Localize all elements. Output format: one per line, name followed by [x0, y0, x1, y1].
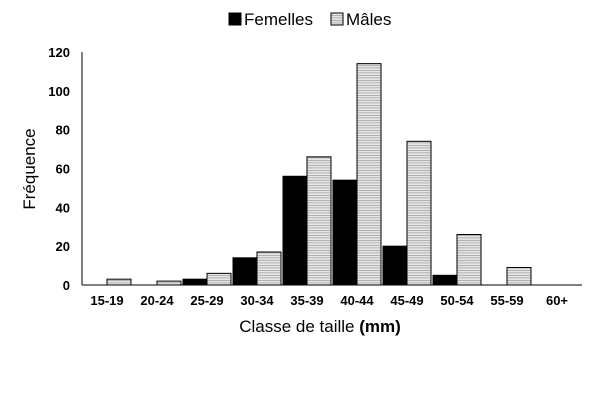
bar-femelles-45-49	[382, 245, 408, 286]
legend-label-femelles: Femelles	[244, 10, 313, 29]
x-axis-title-main: Classe de taille	[239, 317, 359, 336]
bars	[106, 63, 532, 286]
x-tick-label: 25-29	[190, 293, 223, 308]
x-tick-label: 50-54	[440, 293, 474, 308]
y-tick-label: 100	[48, 84, 70, 99]
x-tick-labels: 15-19 20-24 25-29 30-34 35-39 40-44 45-49 50-54…	[90, 293, 568, 308]
legend-swatch-males	[330, 12, 344, 26]
y-tick-labels: 0 20 40 60 80 100 120	[48, 45, 70, 293]
y-axis-title: Fréquence	[20, 128, 39, 209]
legend-label-males: Mâles	[346, 10, 391, 29]
bar-males-35-39	[306, 156, 332, 286]
bar-males-25-29	[206, 272, 232, 286]
bar-males-40-44	[356, 63, 382, 286]
legend-swatch-femelles	[228, 12, 242, 26]
bar-males-20-24	[156, 280, 182, 286]
y-tick-label: 80	[56, 123, 70, 138]
x-tick-label: 45-49	[390, 293, 423, 308]
bar-femelles-40-44	[332, 179, 358, 286]
legend: Femelles Mâles	[228, 10, 391, 29]
bar-males-30-34	[256, 251, 282, 286]
x-tick-label: 40-44	[340, 293, 374, 308]
x-axis-title-unit: (mm)	[359, 317, 401, 336]
bar-femelles-50-54	[432, 274, 458, 286]
bar-males-55-59	[506, 267, 532, 286]
y-tick-label: 40	[56, 200, 70, 215]
bar-femelles-35-39	[282, 175, 308, 286]
x-axis-title: Classe de taille (mm)	[239, 317, 401, 336]
bar-femelles-30-34	[232, 257, 258, 286]
bar-males-15-19	[106, 278, 132, 286]
bar-males-45-49	[406, 140, 432, 286]
x-tick-label: 35-39	[290, 293, 323, 308]
bar-males-50-54	[456, 234, 482, 286]
y-tick-label: 0	[63, 278, 70, 293]
x-tick-label: 55-59	[490, 293, 523, 308]
y-tick-label: 60	[56, 162, 70, 177]
x-tick-label: 15-19	[90, 293, 123, 308]
y-tick-label: 20	[56, 239, 70, 254]
x-tick-label: 20-24	[140, 293, 174, 308]
x-tick-label: 30-34	[240, 293, 274, 308]
bar-femelles-25-29	[182, 278, 208, 286]
x-tick-label: 60+	[546, 293, 568, 308]
y-tick-label: 120	[48, 45, 70, 60]
